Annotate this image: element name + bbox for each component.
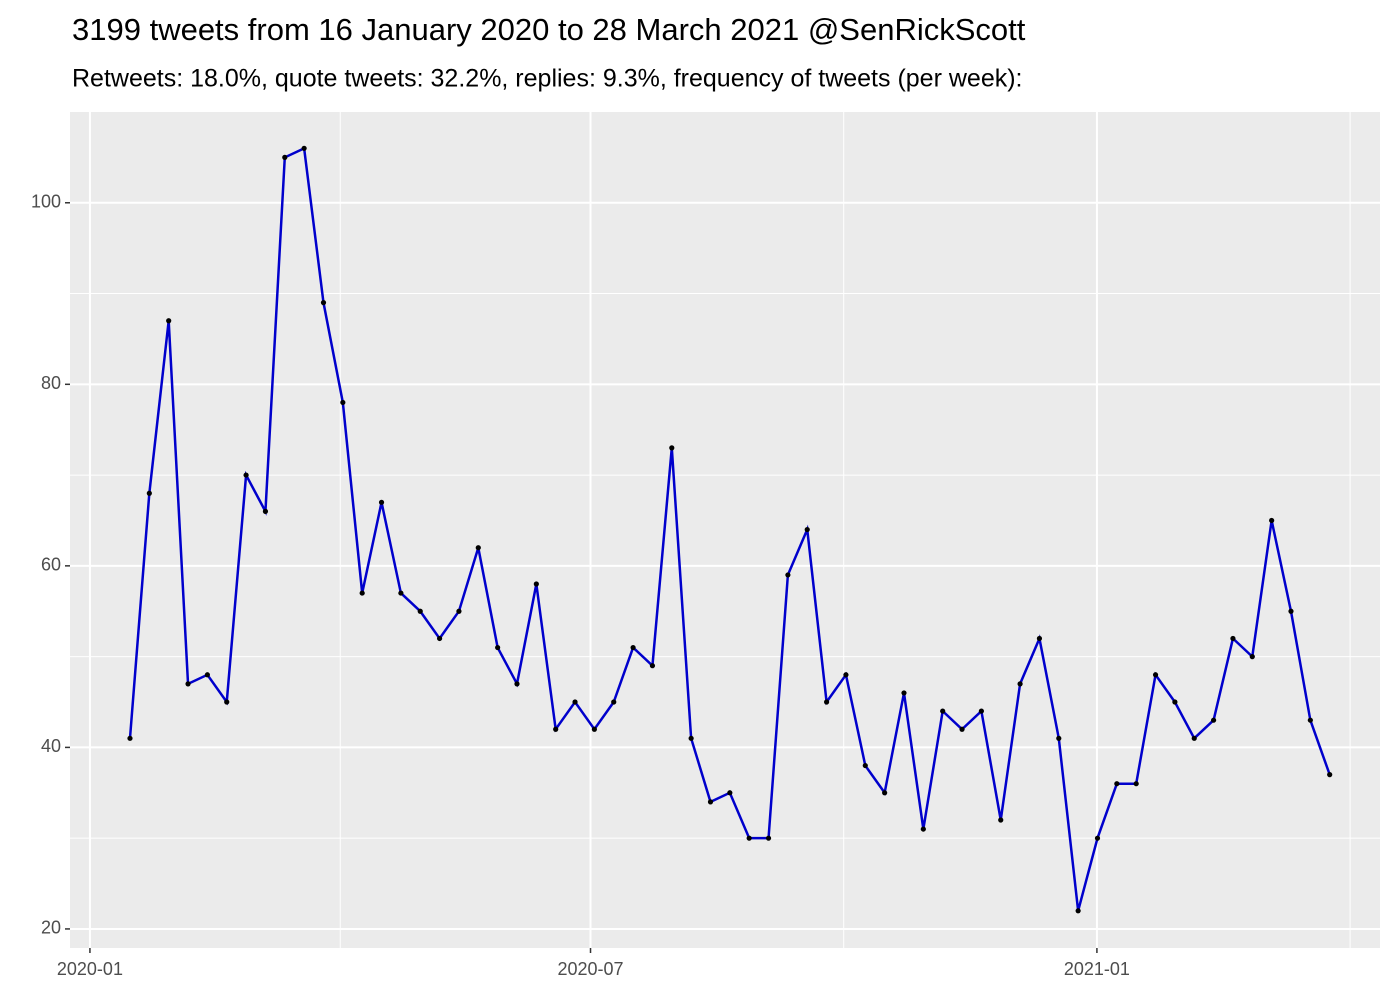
data-point (572, 699, 578, 705)
y-tick-label: 20 (41, 918, 61, 938)
data-point (146, 490, 152, 496)
data-point (959, 726, 965, 732)
data-point (378, 499, 385, 505)
data-point (1288, 608, 1294, 614)
data-point (746, 835, 752, 841)
y-tick-label: 80 (41, 373, 61, 393)
data-point (1133, 781, 1139, 787)
data-point (901, 690, 907, 696)
data-point (727, 790, 733, 796)
data-point (1269, 517, 1275, 524)
data-point (1249, 654, 1255, 660)
data-point (436, 635, 443, 642)
data-point (1191, 735, 1197, 741)
x-tick-label: 2020-01 (57, 959, 123, 979)
data-point (224, 699, 230, 705)
data-point (475, 545, 481, 551)
data-point (998, 817, 1004, 823)
data-point (1230, 635, 1236, 642)
data-point (514, 681, 520, 687)
data-point (127, 735, 133, 741)
data-point (765, 835, 772, 841)
data-point (495, 644, 501, 651)
data-point (456, 608, 462, 614)
data-point (262, 508, 269, 514)
chart-title: 3199 tweets from 16 January 2020 to 28 M… (72, 12, 1026, 47)
data-point (843, 672, 849, 678)
data-point (243, 472, 249, 478)
data-point (204, 672, 210, 678)
y-tick-label: 40 (41, 736, 61, 756)
y-tick-label: 100 (31, 192, 61, 212)
data-point (804, 526, 810, 533)
data-point (553, 726, 559, 732)
data-point (862, 762, 868, 769)
data-point (417, 608, 423, 614)
data-point (1307, 717, 1313, 723)
data-point (630, 644, 636, 651)
data-point (669, 445, 675, 451)
data-point (359, 590, 365, 596)
data-point (1152, 672, 1159, 678)
data-point (320, 300, 327, 306)
data-point (591, 726, 597, 732)
data-point (978, 708, 984, 714)
data-point (823, 699, 830, 705)
x-tick-label: 2020-07 (557, 959, 623, 979)
data-point (882, 790, 888, 796)
data-point (398, 590, 404, 596)
data-point (1056, 735, 1062, 741)
x-tick-label: 2021-01 (1064, 959, 1130, 979)
data-point (688, 735, 694, 741)
chart-subtitle: Retweets: 18.0%, quote tweets: 32.2%, re… (72, 65, 1023, 93)
data-point (1017, 681, 1023, 687)
data-point (1075, 908, 1081, 914)
data-point (785, 572, 791, 578)
data-point (166, 318, 172, 324)
y-tick-label: 60 (41, 555, 61, 575)
data-point (301, 145, 307, 151)
data-point (707, 799, 714, 805)
data-point (940, 708, 946, 714)
data-point (1114, 781, 1120, 787)
data-point (1036, 635, 1043, 642)
data-point (533, 581, 539, 587)
data-point (611, 699, 617, 705)
data-point (1210, 717, 1217, 723)
data-point (920, 826, 926, 832)
data-point (1327, 772, 1333, 778)
data-point (1172, 699, 1178, 705)
data-point (185, 681, 191, 687)
data-point (340, 399, 346, 406)
data-point (649, 663, 656, 669)
data-point (1094, 835, 1101, 841)
data-point (282, 154, 288, 160)
plot-panel (70, 112, 1380, 948)
